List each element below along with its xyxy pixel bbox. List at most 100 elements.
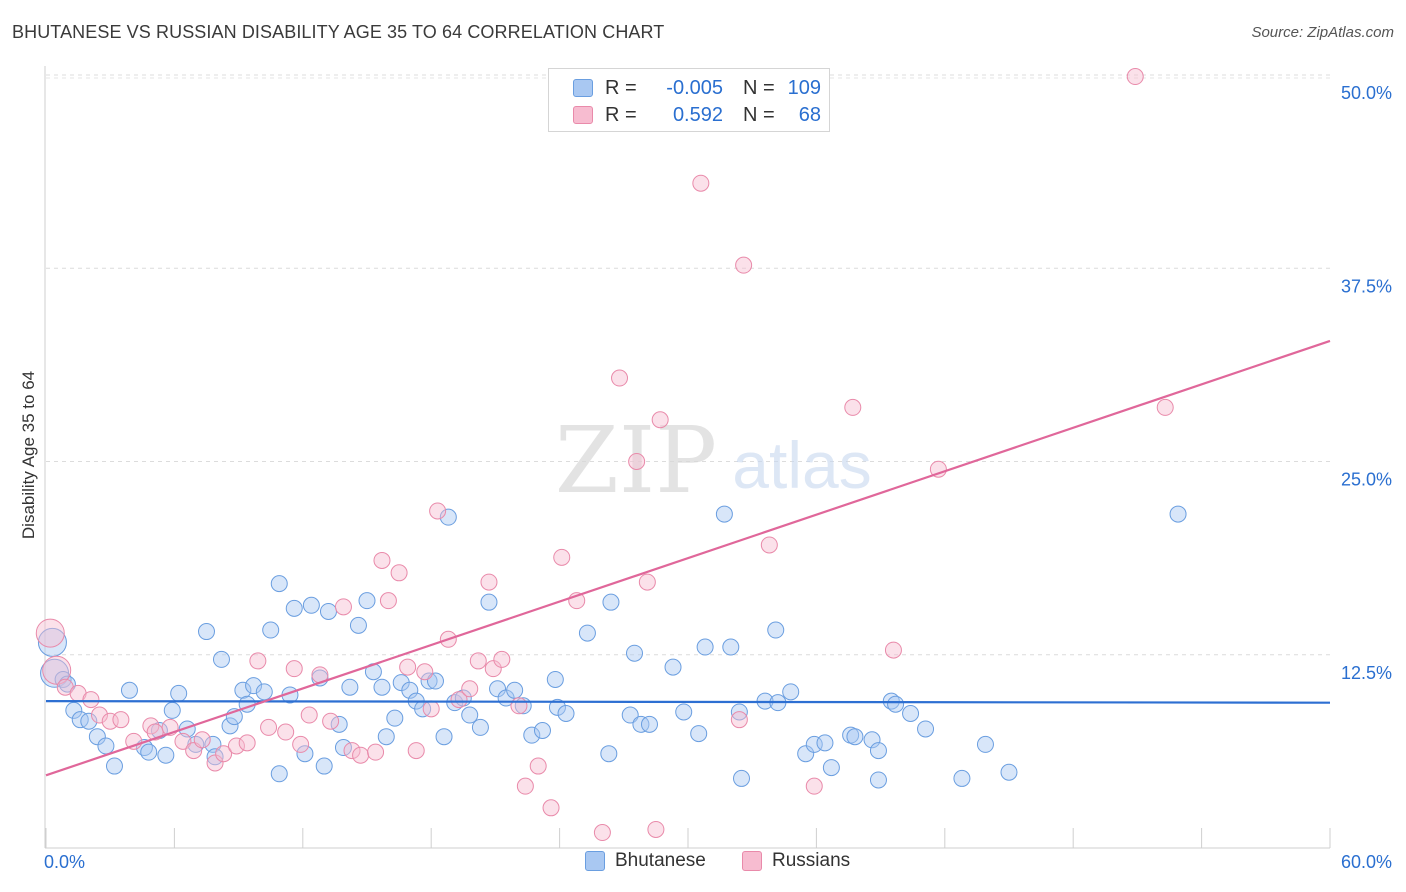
point-bhutanese [262, 621, 280, 639]
point-bhutanese [917, 720, 935, 738]
r-label: R = [605, 103, 637, 126]
point-bhutanese [270, 575, 288, 593]
point-bhutanese [557, 704, 575, 722]
point-bhutanese [640, 715, 658, 733]
point-bhutanese [105, 757, 123, 775]
point-russians [227, 737, 245, 755]
y-tick-label: 50.0% [1341, 83, 1392, 103]
point-bhutanese [80, 712, 98, 730]
x-tick-label-min: 0.0% [44, 852, 86, 872]
legend-item-bhutanese[interactable]: Bhutanese [585, 850, 706, 872]
point-russians [651, 411, 669, 429]
point-russians [760, 536, 778, 554]
trend-line-russians [45, 339, 1331, 777]
x-tick-label-max: 60.0% [1340, 852, 1392, 872]
point-russians [174, 732, 192, 750]
point-bhutanese [489, 680, 507, 698]
watermark-zip: ZIP [555, 407, 717, 514]
point-bhutanese [533, 722, 551, 740]
legend-row-bhutanese: R = -0.005 N = 109 [573, 75, 821, 101]
point-bhutanese [461, 706, 479, 724]
watermark: ZIP atlas [555, 407, 872, 514]
point-russians [112, 711, 130, 729]
point-russians [343, 742, 361, 760]
point-russians [334, 598, 352, 616]
point-bhutanese [902, 704, 920, 722]
point-russians [542, 799, 560, 817]
point-russians [493, 650, 511, 668]
point-russians [844, 398, 862, 416]
point-russians [260, 718, 278, 736]
point-bhutanese [358, 592, 376, 610]
y-tick-label: 25.0% [1341, 470, 1392, 490]
series-legend: Bhutanese Russians [0, 850, 1406, 878]
point-russians [461, 680, 479, 698]
y-tick-label: 12.5% [1341, 663, 1392, 683]
point-russians [101, 712, 119, 730]
point-bhutanese [690, 725, 708, 743]
point-bhutanese [204, 735, 222, 753]
point-bhutanese [805, 735, 823, 753]
data-points [35, 68, 1187, 842]
point-bhutanese [245, 677, 263, 695]
point-russians [367, 743, 385, 761]
point-bhutanese [782, 683, 800, 701]
point-bhutanese [733, 769, 750, 787]
point-bhutanese [1000, 763, 1018, 781]
point-russians [628, 453, 646, 470]
grid-lines [46, 74, 1330, 656]
series-bhutanese [37, 505, 1187, 789]
point-bhutanese [157, 746, 175, 764]
point-russians [480, 573, 498, 591]
point-bhutanese [140, 743, 158, 761]
y-tick-labels: 12.5% 25.0% 37.5% 50.0% [1341, 83, 1392, 683]
n-value: 68 [798, 103, 821, 126]
point-bhutanese [767, 621, 785, 639]
chart-title: BHUTANESE VS RUSSIAN DISABILITY AGE 35 T… [12, 22, 665, 42]
point-russians [638, 573, 656, 591]
point-russians [510, 697, 528, 715]
point-russians [1156, 398, 1174, 416]
point-russians [193, 731, 211, 749]
point-russians [285, 660, 303, 678]
point-russians [352, 746, 370, 764]
point-bhutanese [120, 681, 138, 699]
point-russians [399, 658, 417, 676]
legend-item-russians[interactable]: Russians [742, 850, 850, 872]
point-russians [277, 723, 295, 741]
y-tick-label: 37.5% [1341, 276, 1392, 296]
point-bhutanese [696, 638, 714, 656]
point-bhutanese [319, 602, 337, 620]
point-russians [422, 700, 440, 718]
point-bhutanese [401, 681, 419, 699]
point-russians [929, 460, 947, 478]
point-bhutanese [976, 735, 994, 753]
point-russians [249, 652, 267, 670]
point-russians [884, 641, 902, 659]
legend-label-bhutanese: Bhutanese [615, 850, 706, 871]
point-bhutanese [71, 711, 89, 729]
point-bhutanese [439, 508, 457, 526]
point-russians [516, 777, 534, 795]
point-bhutanese [255, 683, 273, 701]
point-russians [805, 777, 823, 795]
r-value: 0.592 [672, 103, 723, 126]
point-bhutanese [846, 728, 864, 746]
point-russians [206, 754, 224, 772]
point-russians [91, 706, 108, 724]
legend-swatch-bhutanese [573, 79, 593, 97]
point-russians [292, 735, 310, 753]
point-bhutanese [887, 695, 905, 713]
point-bhutanese [822, 759, 840, 777]
point-russians [390, 564, 408, 582]
point-bhutanese [349, 616, 367, 634]
point-russians [593, 824, 611, 842]
point-russians [735, 256, 753, 274]
point-bhutanese [480, 593, 498, 611]
legend-swatch-bhutanese [585, 851, 605, 871]
point-russians [450, 691, 468, 709]
point-russians [611, 369, 629, 387]
point-russians [82, 691, 100, 709]
axes [44, 66, 1331, 849]
